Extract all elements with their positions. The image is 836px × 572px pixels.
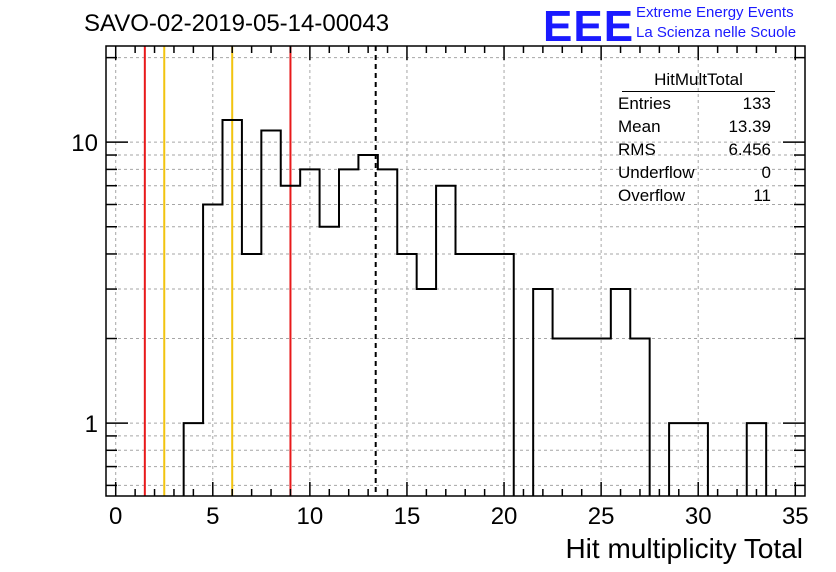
stats-value: 133 [742,94,771,113]
y-tick-label: 1 [85,411,98,438]
x-tick-label: 30 [685,503,712,530]
x-tick-label: 10 [297,503,324,530]
stats-title: HitMultTotal [622,70,775,92]
stats-label: Entries [618,94,671,113]
stats-value: 11 [753,186,771,205]
x-tick-label: 35 [782,503,809,530]
plot-frame [105,45,806,497]
eee-logo: EEE [543,2,635,51]
stats-row-overflow: Overflow 11 [612,184,777,207]
y-tick-label: 10 [71,130,98,157]
x-tick-label: 5 [206,503,219,530]
stats-label: Overflow [618,186,686,205]
stats-row-underflow: Underflow 0 [612,161,777,184]
x-axis-label: Hit multiplicity Total [565,533,803,564]
axis-ticks [106,46,805,496]
stats-label: Mean [618,117,661,136]
logo-line-2: La Scienza nelle Scuole [636,24,797,41]
x-tick-label: 20 [491,503,518,530]
stats-value: 13.39 [728,117,771,136]
x-tick-label: 15 [394,503,421,530]
stats-label: Underflow [618,163,695,182]
x-tick-label: 25 [588,503,615,530]
stats-box: HitMultTotal Entries 133 Mean 13.39 RMS … [612,70,777,207]
histogram-line [182,118,768,496]
logo-line-1: Extreme Energy Events [636,4,794,21]
stats-label: RMS [618,140,656,159]
marker-lines [143,46,377,496]
x-tick-label: 0 [109,503,122,530]
stats-row-mean: Mean 13.39 [612,115,777,138]
logo-caption: Extreme Energy Events La Scienza nelle S… [636,3,796,43]
plot-title: SAVO-02-2019-05-14-00043 [84,10,390,37]
stats-row-rms: RMS 6.456 [612,138,777,161]
stats-row-entries: Entries 133 [612,92,777,115]
stats-value: 6.456 [728,140,771,159]
stats-value: 0 [761,163,771,182]
